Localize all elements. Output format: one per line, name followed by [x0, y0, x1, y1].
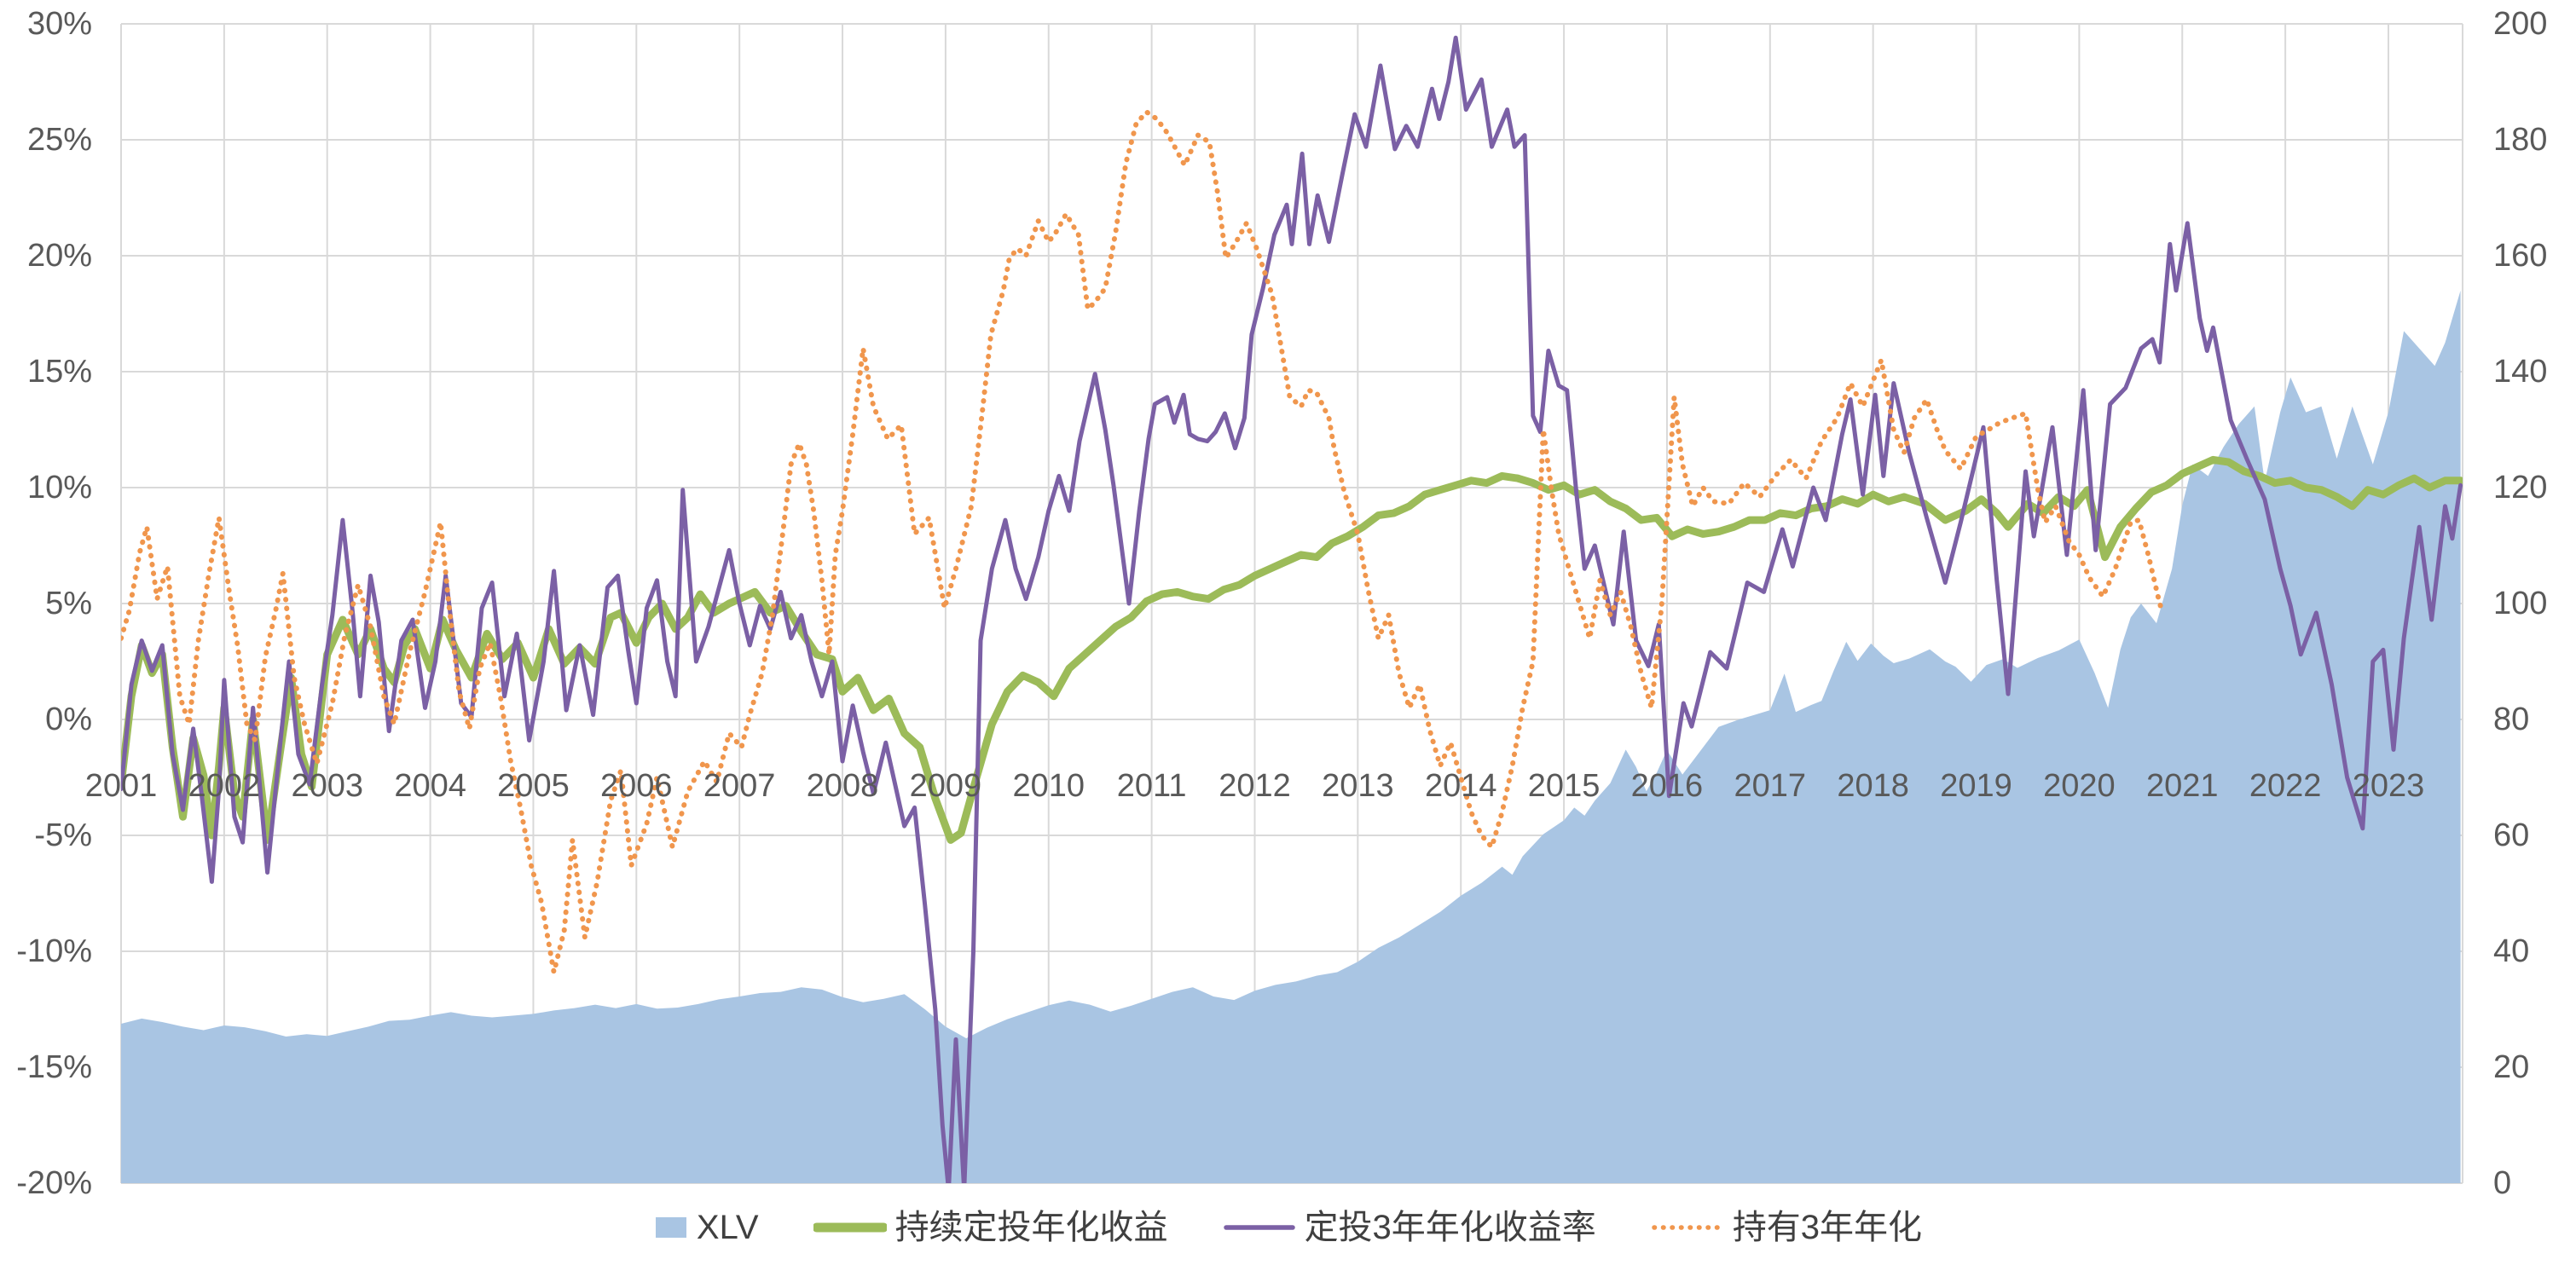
- y-axis-right-label: 120: [2493, 470, 2547, 505]
- legend-item: XLV: [654, 1210, 759, 1245]
- y-axis-left-label: -10%: [16, 933, 92, 969]
- y-axis-left-label: 10%: [27, 470, 92, 505]
- x-axis-label: 2012: [1219, 768, 1291, 804]
- y-axis-left-label: 30%: [27, 6, 92, 42]
- x-axis-label: 2004: [394, 768, 466, 804]
- y-axis-right-label: 40: [2493, 933, 2529, 969]
- x-axis-label: 2013: [1322, 768, 1394, 804]
- legend-label: XLV: [696, 1209, 759, 1246]
- legend-marker-thick-line: [813, 1222, 887, 1233]
- y-axis-right-label: 140: [2493, 354, 2547, 390]
- x-axis-label: 2014: [1425, 768, 1497, 804]
- x-axis-label: 2002: [188, 768, 261, 804]
- x-axis-label: 2006: [600, 768, 673, 804]
- x-axis-label: 2018: [1837, 768, 1909, 804]
- y-axis-left-label: -15%: [16, 1049, 92, 1085]
- legend-swatch-area: [655, 1217, 686, 1238]
- legend-marker-line: [1223, 1225, 1295, 1230]
- y-axis-left-label: 5%: [45, 586, 92, 621]
- x-axis-label: 2019: [1940, 768, 2012, 804]
- x-axis-label: 2007: [703, 768, 776, 804]
- y-axis-right-label: 0: [2493, 1165, 2511, 1201]
- legend-item: 定投3年年化收益率: [1223, 1210, 1596, 1245]
- series-hold3y-dotted-line: [121, 109, 2165, 975]
- y-axis-right-label: 80: [2493, 702, 2529, 737]
- legend-marker-area: [655, 1217, 686, 1238]
- y-axis-right-label: 100: [2493, 586, 2547, 621]
- series-dca3y-line: [121, 35, 2463, 1183]
- y-axis-left-label: 25%: [27, 122, 92, 158]
- y-axis-left-label: 0%: [45, 702, 92, 737]
- x-axis-label: 2008: [807, 768, 879, 804]
- y-axis-left-label: 15%: [27, 354, 92, 390]
- x-axis-label: 2016: [1631, 768, 1704, 804]
- x-axis-label: 2015: [1528, 768, 1601, 804]
- y-axis-right-label: 180: [2493, 122, 2547, 158]
- legend-marker-dotted-line: [1652, 1225, 1723, 1230]
- x-axis-label: 2010: [1012, 768, 1085, 804]
- x-axis-label: 2017: [1734, 768, 1807, 804]
- x-axis-label: 2020: [2043, 768, 2116, 804]
- y-axis-left-label: -5%: [34, 817, 92, 853]
- x-axis-label: 2023: [2353, 768, 2425, 804]
- legend-label: 持有3年年化: [1732, 1209, 1923, 1246]
- x-axis-label: 2011: [1117, 768, 1187, 804]
- y-axis-right-label: 60: [2493, 817, 2529, 853]
- y-axis-right-label: 160: [2493, 238, 2547, 274]
- x-axis-label: 2022: [2249, 768, 2322, 804]
- x-axis-label: 2021: [2146, 768, 2219, 804]
- y-axis-left-label: 20%: [27, 238, 92, 274]
- x-axis-label: 2003: [291, 768, 363, 804]
- legend-item: 持续定投年化收益: [813, 1210, 1168, 1245]
- legend-item: 持有3年年化: [1651, 1210, 1922, 1245]
- legend: XLV 持续定投年化收益 定投3年年化收益率 持有3年年化: [0, 1210, 2576, 1245]
- y-axis-right-label: 20: [2493, 1049, 2529, 1085]
- x-axis-label: 2005: [497, 768, 570, 804]
- y-axis-left-label: -20%: [16, 1165, 92, 1201]
- x-axis-label: 2009: [910, 768, 982, 804]
- x-axis-label: 2001: [85, 768, 158, 804]
- y-axis-right-label: 200: [2493, 6, 2547, 42]
- legend-label: 持续定投年化收益: [894, 1209, 1168, 1246]
- series-layer: [121, 35, 2463, 1183]
- series-xlv-area: [121, 290, 2461, 1183]
- legend-label: 定投3年年化收益率: [1304, 1209, 1596, 1246]
